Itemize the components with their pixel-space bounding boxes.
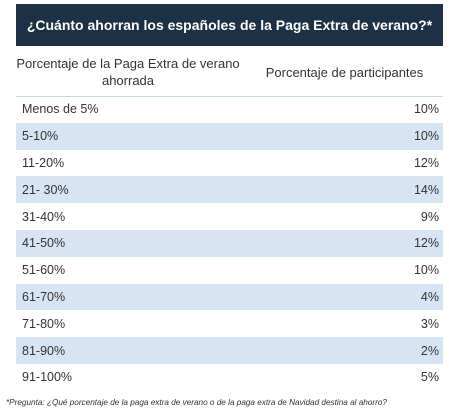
share-cell: 5% xyxy=(420,370,439,385)
table-row: 61-70% 4% xyxy=(16,283,443,311)
table-row: Menos de 5% 10% xyxy=(16,96,443,123)
share-cell: 2% xyxy=(420,343,439,358)
range-cell: 11-20% xyxy=(22,155,65,170)
range-cell: 51-60% xyxy=(22,263,66,278)
share-cell: 3% xyxy=(420,316,439,331)
table-row: 41-50% 12% xyxy=(16,229,443,257)
table-row: 5-10% 10% xyxy=(16,122,443,150)
range-cell: 91-100% xyxy=(22,370,73,385)
table-row: 91-100% 5% xyxy=(16,364,443,391)
share-cell: 14% xyxy=(413,182,439,197)
share-column-header: Porcentaje de participantes xyxy=(265,64,424,80)
table-row: 11-20% 12% xyxy=(16,150,443,177)
range-cell: 81-90% xyxy=(22,343,66,358)
share-cell: 12% xyxy=(413,236,439,251)
range-cell: 61-70% xyxy=(22,289,66,304)
table-row: 21- 30% 14% xyxy=(16,176,443,204)
table-row: 71-80% 3% xyxy=(16,310,443,337)
footnote: *Pregunta: ¿Qué porcentaje de la paga ex… xyxy=(6,398,387,407)
share-cell: 10% xyxy=(413,263,439,278)
share-cell: 12% xyxy=(413,155,439,170)
range-cell: Menos de 5% xyxy=(22,102,99,117)
share-cell: 10% xyxy=(413,102,439,117)
share-cell: 9% xyxy=(420,209,439,224)
range-cell: 5-10% xyxy=(22,129,59,144)
table-row: 81-90% 2% xyxy=(16,337,443,364)
range-cell: 41-50% xyxy=(22,236,66,251)
range-cell: 21- 30% xyxy=(22,182,69,197)
range-cell: 71-80% xyxy=(22,316,66,331)
share-cell: 4% xyxy=(420,289,439,304)
column-headers: Porcentaje de la Paga Extra de verano ah… xyxy=(16,48,443,97)
range-cell: 31-40% xyxy=(22,209,66,224)
table-row: 31-40% 9% xyxy=(16,203,443,230)
range-column-header: Porcentaje de la Paga Extra de verano ah… xyxy=(16,56,240,88)
table-title: ¿Cuánto ahorran los españoles de la Paga… xyxy=(16,4,443,46)
share-cell: 10% xyxy=(413,129,439,144)
table-body: Menos de 5% 10% 5-10% 10% 11-20% 12% 21-… xyxy=(16,96,443,391)
table-row: 51-60% 10% xyxy=(16,257,443,284)
